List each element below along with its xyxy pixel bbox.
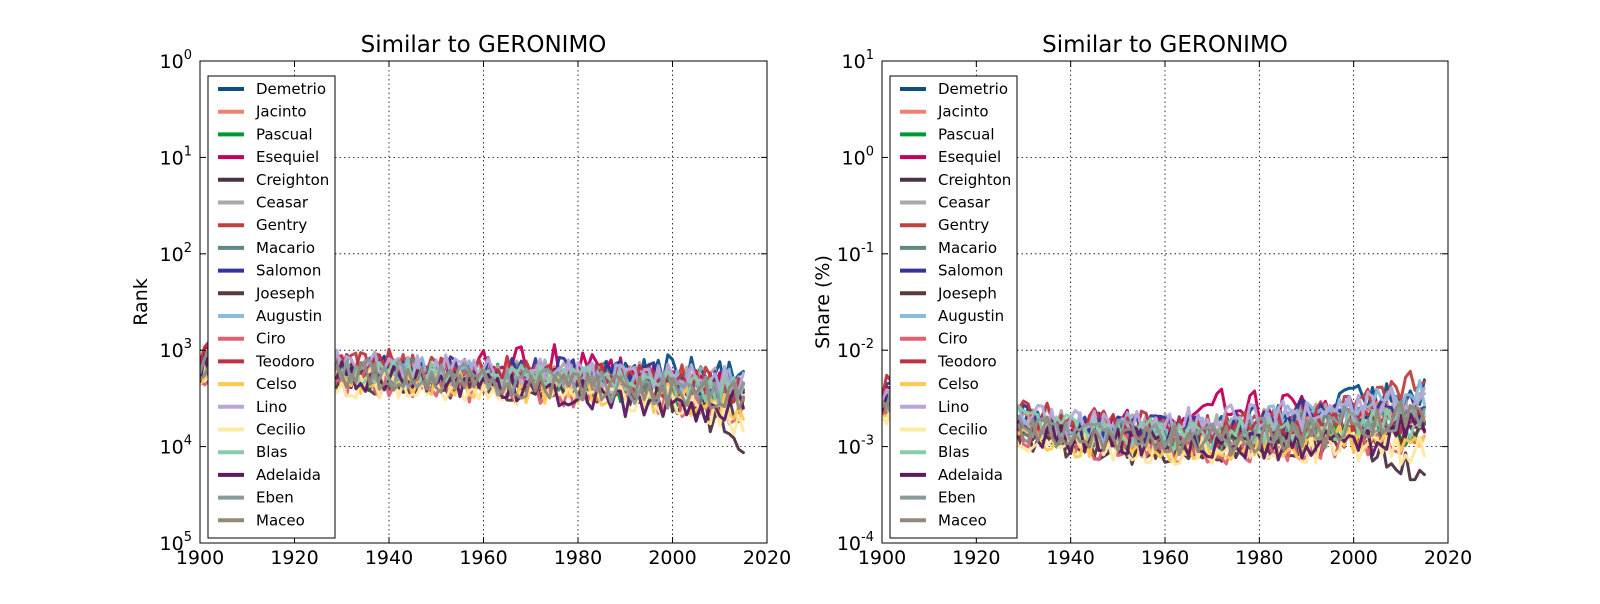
legend-label: Ciro <box>938 330 968 348</box>
y-axis-label: Share (%) <box>812 255 834 349</box>
legend-label: Creighton <box>938 171 1011 189</box>
legend-label: Salomon <box>938 262 1003 280</box>
legend-label: Cecilio <box>256 421 306 439</box>
y-tick-label: 10-3 <box>837 434 874 459</box>
legend-box <box>889 75 1018 539</box>
y-tick-label: 105 <box>160 530 192 555</box>
y-tick-label: 101 <box>160 144 192 169</box>
y-tick-label: 103 <box>160 337 192 362</box>
chart-title: Similar to GERONIMO <box>361 32 607 58</box>
legend: Demetrio Jacinto Pascual Esequiel Creighton C… <box>889 75 1018 539</box>
chart-panel-0: 1900 1920 1940 1960 1980 2000 2020 100 101 102 103… <box>130 32 791 569</box>
x-tick-label: 1900 <box>858 547 906 569</box>
legend-label: Augustin <box>938 307 1004 325</box>
legend-label: Blas <box>256 443 288 461</box>
legend-label: Pascual <box>938 125 995 143</box>
legend-label: Gentry <box>256 216 307 234</box>
legend-label: Eben <box>938 489 976 507</box>
y-axis: 100 101 102 103 104 105 <box>160 48 767 555</box>
legend-label: Celso <box>256 375 297 393</box>
legend-label: Ciro <box>256 330 286 348</box>
y-tick-label: 10-1 <box>837 241 874 266</box>
y-tick-label: 101 <box>842 48 874 73</box>
legend-label: Maceo <box>938 511 987 529</box>
legend-label: Adelaida <box>256 466 321 484</box>
legend-label: Cecilio <box>938 421 988 439</box>
x-tick-label: 1940 <box>1046 547 1094 569</box>
x-tick-label: 2020 <box>743 547 791 569</box>
x-tick-label: 1960 <box>1141 547 1189 569</box>
x-tick-label: 2000 <box>648 547 696 569</box>
legend-label: Macario <box>938 239 997 257</box>
legend-label: Joeseph <box>255 284 315 302</box>
x-tick-label: 1920 <box>952 547 1000 569</box>
legend-label: Teodoro <box>937 352 997 370</box>
legend-label: Esequiel <box>256 148 319 166</box>
legend-label: Jacinto <box>937 103 989 121</box>
y-tick-label: 104 <box>160 434 192 459</box>
legend-label: Joeseph <box>937 284 997 302</box>
legend-label: Esequiel <box>938 148 1001 166</box>
legend-label: Lino <box>938 398 969 416</box>
legend-label: Adelaida <box>938 466 1003 484</box>
legend-label: Blas <box>938 443 970 461</box>
x-tick-label: 1960 <box>459 547 507 569</box>
legend-label: Jacinto <box>255 103 307 121</box>
x-tick-label: 2000 <box>1329 547 1377 569</box>
y-axis: 10-4 10-3 10-2 10-1 100 101 <box>837 48 1448 555</box>
legend-label: Celso <box>938 375 979 393</box>
legend-label: Pascual <box>256 125 313 143</box>
legend-box <box>207 75 336 539</box>
legend-label: Augustin <box>256 307 322 325</box>
x-tick-label: 1900 <box>176 547 224 569</box>
x-tick-label: 2020 <box>1424 547 1472 569</box>
legend-label: Eben <box>256 489 294 507</box>
legend-label: Macario <box>256 239 315 257</box>
legend-label: Ceasar <box>256 194 309 212</box>
x-axis: 1900 1920 1940 1960 1980 2000 2020 <box>858 61 1472 569</box>
legend-label: Lino <box>256 398 287 416</box>
legend-label: Teodoro <box>255 352 315 370</box>
y-tick-label: 10-2 <box>837 337 874 362</box>
y-tick-label: 100 <box>842 144 874 169</box>
legend-label: Salomon <box>256 262 321 280</box>
legend-label: Gentry <box>938 216 989 234</box>
x-tick-label: 1920 <box>270 547 318 569</box>
y-tick-label: 102 <box>160 241 192 266</box>
chart-title: Similar to GERONIMO <box>1042 32 1288 58</box>
legend-label: Demetrio <box>256 80 326 98</box>
y-tick-label: 10-4 <box>837 530 874 555</box>
x-tick-label: 1980 <box>554 547 602 569</box>
y-axis-label: Rank <box>130 278 152 325</box>
legend-label: Demetrio <box>938 80 1008 98</box>
legend-label: Maceo <box>256 511 305 529</box>
legend-label: Ceasar <box>938 194 991 212</box>
y-tick-label: 100 <box>160 48 192 73</box>
x-tick-label: 1940 <box>365 547 413 569</box>
x-tick-label: 1980 <box>1235 547 1283 569</box>
x-axis: 1900 1920 1940 1960 1980 2000 2020 <box>176 61 791 569</box>
chart-panel-1: 1900 1920 1940 1960 1980 2000 2020 10-4 10-3 10-2… <box>812 32 1472 569</box>
legend-label: Creighton <box>256 171 329 189</box>
legend: Demetrio Jacinto Pascual Esequiel Creighton C… <box>207 75 336 539</box>
